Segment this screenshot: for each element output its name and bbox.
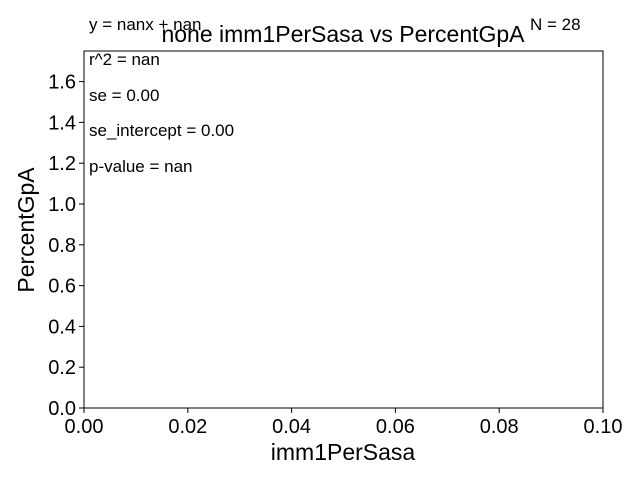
r-squared-annotation: r^2 = nan — [89, 50, 160, 69]
x-tick-label: 0.04 — [272, 416, 311, 438]
y-tick-label: 1.2 — [48, 153, 76, 175]
y-tick-label: 0.0 — [48, 398, 76, 420]
standard-error-intercept-annotation: se_intercept = 0.00 — [89, 121, 235, 140]
x-axis-ticks: 0.00 0.02 0.04 0.06 0.08 0.10 — [65, 408, 623, 438]
y-axis-label: PercentGpA — [13, 167, 39, 293]
sample-count-annotation: N = 28 — [530, 15, 581, 34]
chart-title: none imm1PerSasa vs PercentGpA — [161, 21, 525, 47]
equation-annotation: y = nanx + nan — [89, 15, 202, 34]
y-tick-label: 1.0 — [48, 194, 76, 216]
y-tick-label: 0.6 — [48, 276, 76, 298]
y-tick-label: 1.4 — [48, 112, 76, 134]
y-tick-label: 1.6 — [48, 72, 76, 94]
plot-area — [83, 50, 604, 409]
x-tick-label: 0.10 — [584, 416, 623, 438]
p-value-annotation: p-value = nan — [89, 157, 193, 176]
y-axis-ticks: 0.0 0.2 0.4 0.6 0.8 1.0 1.2 1.4 1.6 — [48, 72, 84, 420]
standard-error-annotation: se = 0.00 — [89, 86, 160, 105]
x-tick-label: 0.06 — [376, 416, 415, 438]
x-tick-label: 0.02 — [168, 416, 207, 438]
x-tick-label: 0.08 — [480, 416, 519, 438]
y-tick-label: 0.8 — [48, 235, 76, 257]
y-tick-label: 0.4 — [48, 316, 76, 338]
x-tick-label: 0.00 — [65, 416, 104, 438]
x-axis-label: imm1PerSasa — [271, 439, 416, 465]
y-tick-label: 0.2 — [48, 357, 76, 379]
